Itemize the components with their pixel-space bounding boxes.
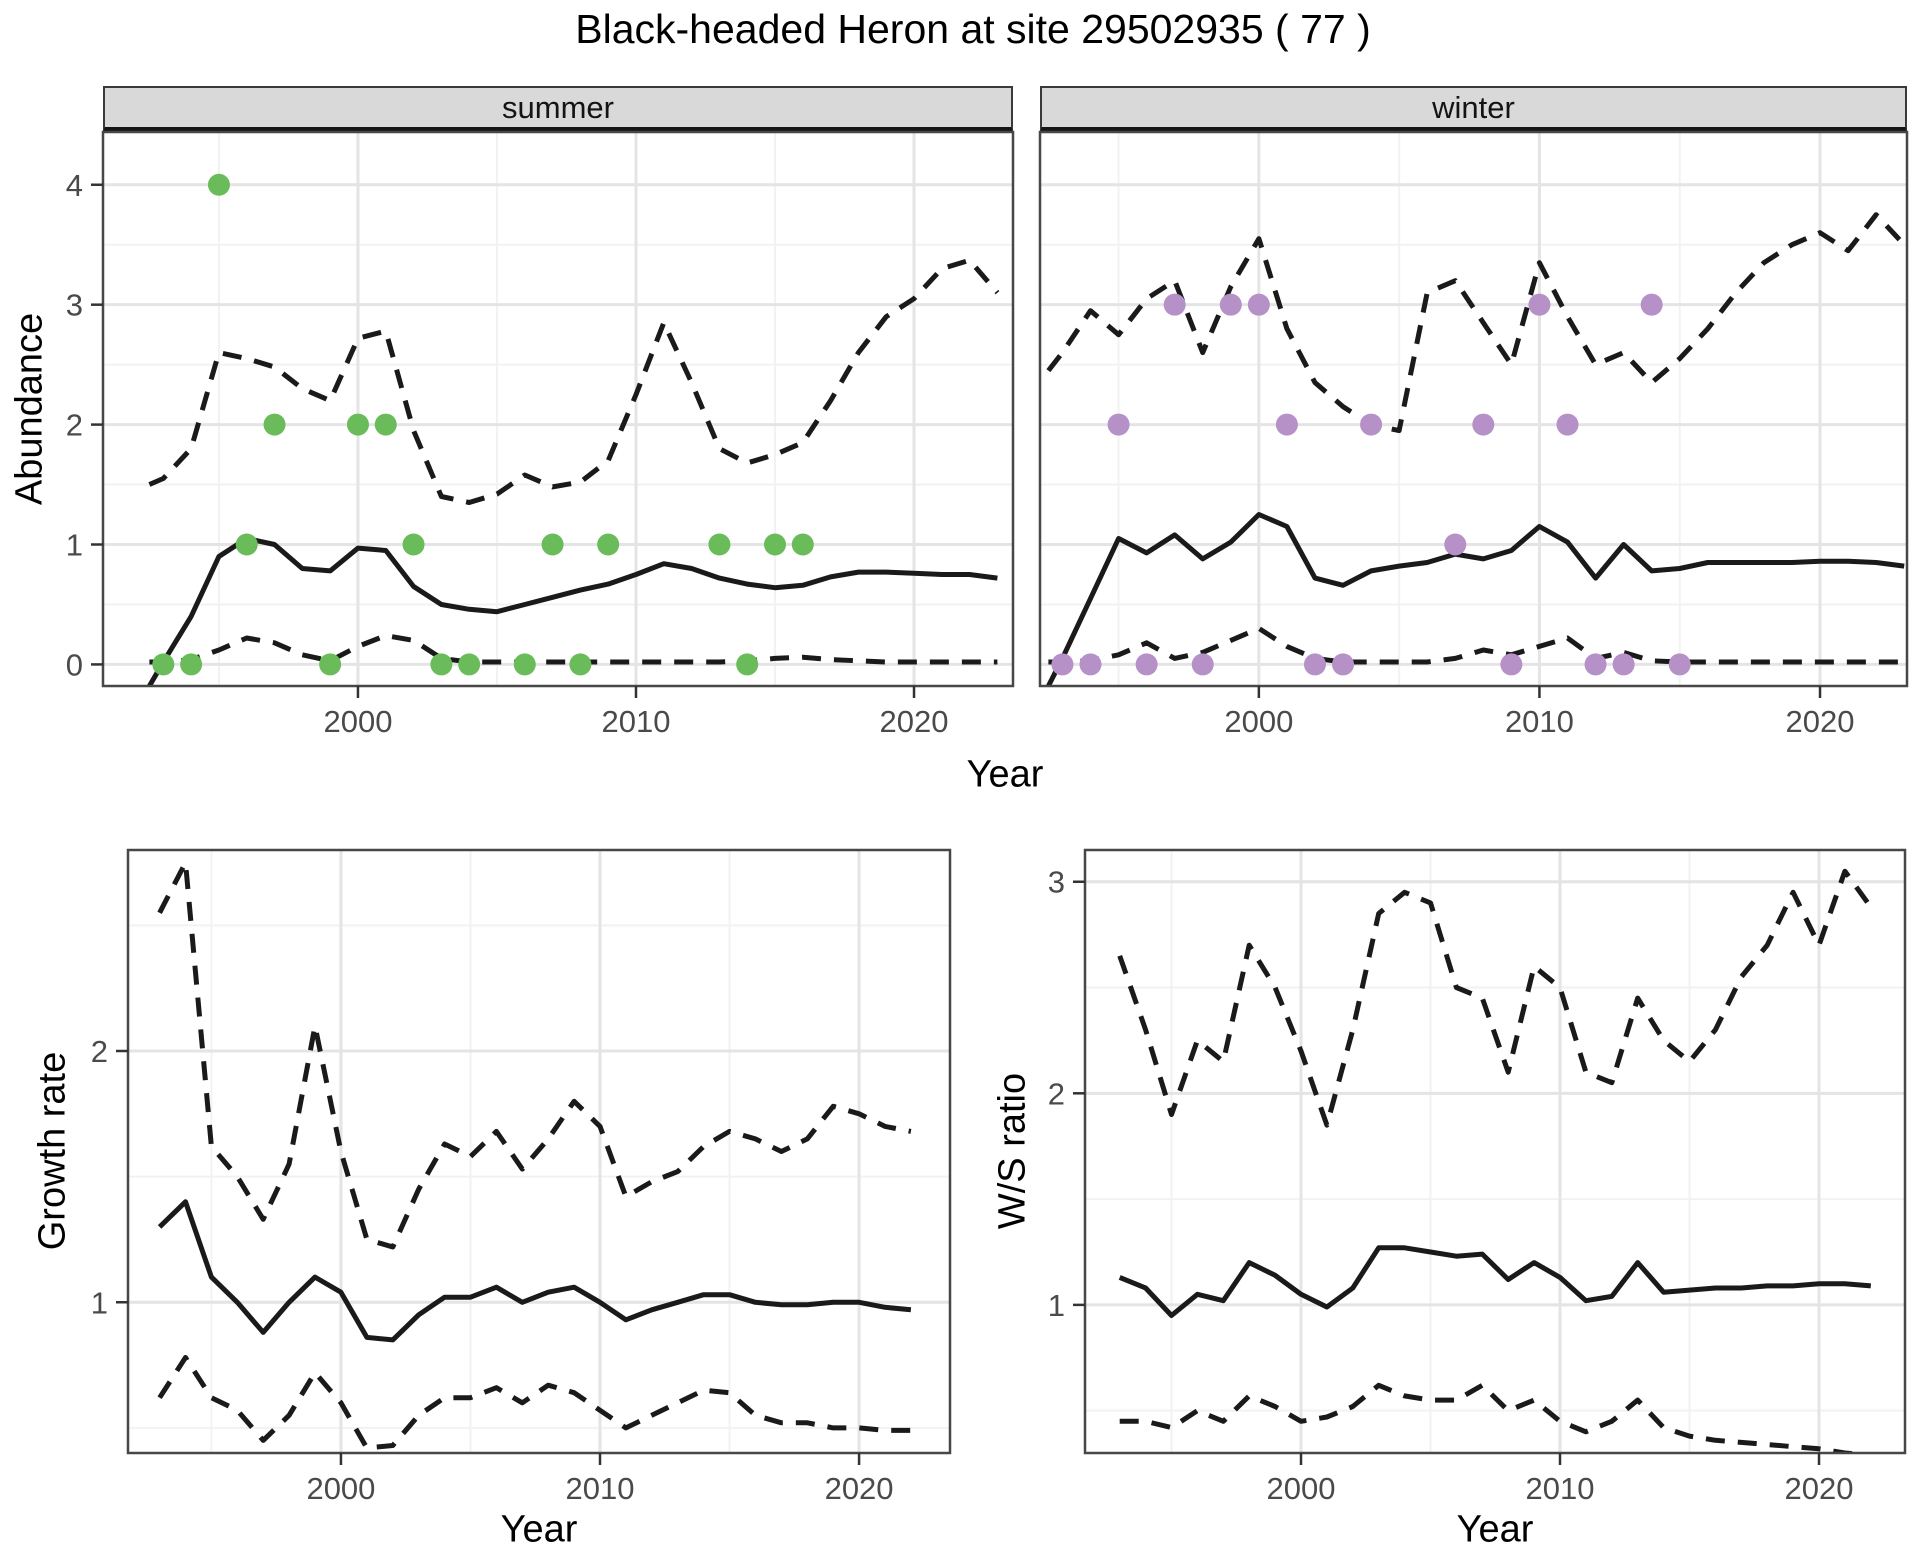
data-point xyxy=(1444,533,1467,556)
y-tick-label: 3 xyxy=(1048,865,1065,900)
growth-panel-border xyxy=(126,848,952,1455)
y-tick-label: 0 xyxy=(66,647,83,682)
y-tick-label: 1 xyxy=(66,528,83,563)
summer-lower_95ci-line xyxy=(149,633,998,665)
data-point xyxy=(1247,293,1270,316)
y-axis-title-ws-ratio: W/S ratio xyxy=(991,1072,1034,1230)
y-axis-title-abundance: Abundance xyxy=(8,312,51,506)
data-point xyxy=(708,533,731,556)
data-point xyxy=(791,533,814,556)
data-point xyxy=(1275,413,1298,436)
data-point xyxy=(569,653,592,676)
x-tick-label: 2020 xyxy=(1786,704,1855,739)
data-point xyxy=(513,653,536,676)
data-point xyxy=(1472,413,1495,436)
x-tick-label: 2000 xyxy=(323,704,392,739)
y-tick-label: 1 xyxy=(91,1285,108,1320)
data-point xyxy=(1303,653,1326,676)
winter-observations xyxy=(1051,293,1691,676)
growth-median-line xyxy=(157,1199,912,1343)
x-tick-label: 2020 xyxy=(1785,1471,1854,1506)
plot-title: Black-headed Heron at site 29502935 ( 77… xyxy=(575,6,1371,52)
data-point xyxy=(1079,653,1102,676)
data-point xyxy=(764,533,787,556)
winter-panel: 2000 2010 2020 xyxy=(1038,130,1909,739)
data-point xyxy=(152,653,175,676)
data-point xyxy=(1219,293,1242,316)
x-axis-title-year-growth: Year xyxy=(500,1508,578,1551)
facet-strip-winter: winter xyxy=(1040,86,1907,132)
summer-panel-border xyxy=(101,130,1015,688)
x-axis-title-year-ws: Year xyxy=(1456,1508,1534,1551)
y-tick-label: 4 xyxy=(66,168,83,203)
data-point xyxy=(541,533,564,556)
y-tick-label: 3 xyxy=(66,288,83,323)
summer-median-line xyxy=(147,536,998,687)
ws-panel: 2000 2010 2020 1 2 3 xyxy=(1048,848,1907,1506)
data-point xyxy=(207,173,230,196)
winter-upper_95ci-line xyxy=(1046,212,1907,434)
data-point xyxy=(235,533,258,556)
data-point xyxy=(458,653,481,676)
winter-panel-border xyxy=(1038,130,1909,688)
data-point xyxy=(430,653,453,676)
x-tick-label: 2000 xyxy=(1267,1471,1336,1506)
y-tick-label: 2 xyxy=(66,408,83,443)
data-point xyxy=(736,653,759,676)
data-point xyxy=(1191,653,1214,676)
y-tick-label: 2 xyxy=(91,1034,108,1069)
data-point xyxy=(597,533,620,556)
growth-upper_95ci-line xyxy=(157,860,912,1250)
summer-data-layer xyxy=(147,173,1000,687)
x-tick-label: 2010 xyxy=(1505,704,1574,739)
data-point xyxy=(346,413,369,436)
facet-strip-summer: summer xyxy=(103,86,1013,132)
data-point xyxy=(1135,653,1158,676)
data-point xyxy=(1163,293,1186,316)
growth-data-layer xyxy=(157,860,912,1451)
data-point xyxy=(1528,293,1551,316)
ws-panel-border xyxy=(1083,848,1907,1455)
x-tick-label: 2010 xyxy=(1526,1471,1595,1506)
ws-upper_95ci-line xyxy=(1117,868,1873,1128)
ws-median-line xyxy=(1118,1245,1872,1318)
data-point xyxy=(1584,653,1607,676)
x-tick-label: 2000 xyxy=(306,1471,375,1506)
data-point xyxy=(374,413,397,436)
x-tick-label: 2010 xyxy=(566,1471,635,1506)
data-point xyxy=(1360,413,1383,436)
x-tick-label: 2020 xyxy=(880,704,949,739)
data-point xyxy=(1640,293,1663,316)
x-tick-label: 2020 xyxy=(825,1471,894,1506)
growth-lower_95ci-line xyxy=(157,1355,911,1451)
winter-data-layer xyxy=(1046,212,1907,687)
data-point xyxy=(1668,653,1691,676)
data-point xyxy=(402,533,425,556)
y-tick-label: 1 xyxy=(1048,1288,1065,1323)
data-point xyxy=(263,413,286,436)
data-point xyxy=(1107,413,1130,436)
ws-lower_95ci-line xyxy=(1119,1382,1872,1454)
data-point xyxy=(1612,653,1635,676)
ws-data-layer xyxy=(1117,868,1873,1454)
data-point xyxy=(1556,413,1579,436)
data-point xyxy=(180,653,203,676)
data-point xyxy=(1051,653,1074,676)
x-axis-title-year-top: Year xyxy=(966,753,1044,796)
summer-panel: 2000 2010 2020 0 1 2 3 4 xyxy=(66,130,1015,739)
winter-lower_95ci-line xyxy=(1048,625,1905,665)
summer-upper_95ci-line xyxy=(148,257,1000,505)
y-tick-label: 2 xyxy=(1048,1076,1065,1111)
data-point xyxy=(1500,653,1523,676)
data-point xyxy=(319,653,342,676)
y-axis-title-growth-rate: Growth rate xyxy=(31,1051,74,1251)
x-tick-label: 2010 xyxy=(602,704,671,739)
x-tick-label: 2000 xyxy=(1224,704,1293,739)
growth-panel: 2000 2010 2020 1 2 xyxy=(91,848,952,1506)
data-point xyxy=(1332,653,1355,676)
summer-observations xyxy=(152,173,814,676)
winter-median-line xyxy=(1046,512,1905,687)
